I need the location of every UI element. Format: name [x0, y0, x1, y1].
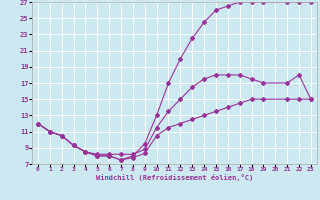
X-axis label: Windchill (Refroidissement éolien,°C): Windchill (Refroidissement éolien,°C) — [96, 174, 253, 181]
